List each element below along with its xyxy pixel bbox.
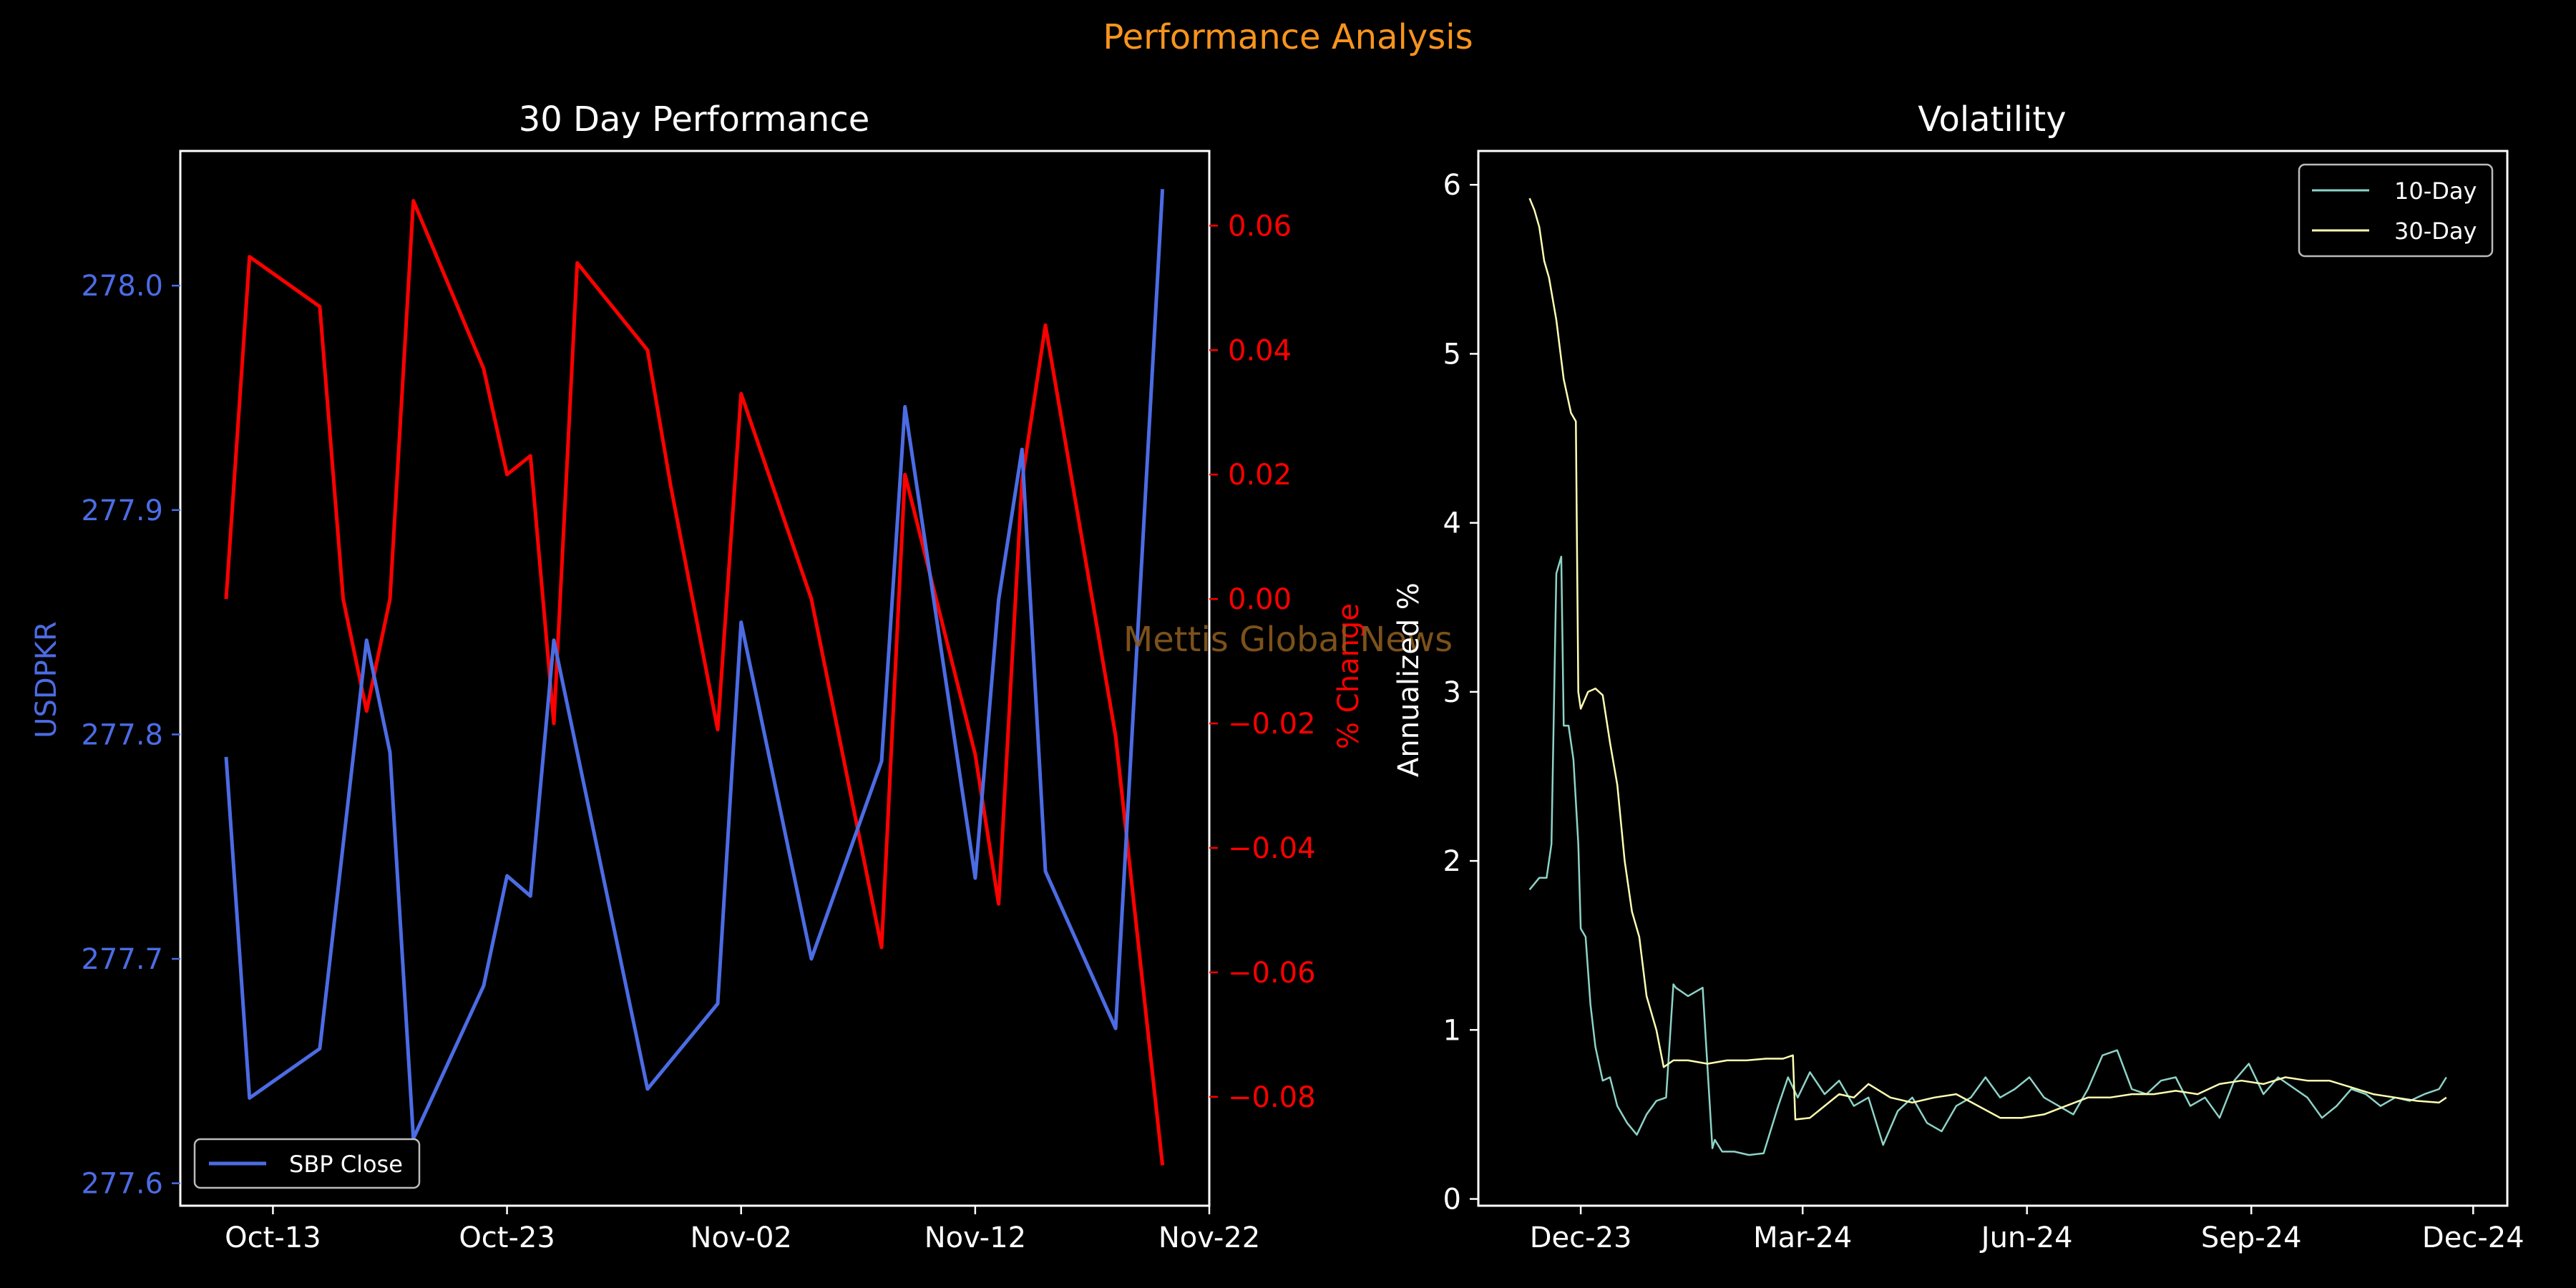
left-y-tick-label: 278.0 xyxy=(81,270,163,303)
x-tick-label: Nov-02 xyxy=(691,1221,792,1254)
vol-y-tick-label: 5 xyxy=(1443,338,1461,371)
series-line-30-day xyxy=(1528,197,2447,1121)
figure-suptitle: Performance Analysis xyxy=(1103,17,1473,57)
right-y-tick-label: 0.04 xyxy=(1228,334,1292,367)
right-legend-box xyxy=(2298,163,2494,258)
x-tick-label: Nov-12 xyxy=(924,1221,1026,1254)
x-tick-label: Oct-23 xyxy=(459,1221,555,1254)
vol-x-tick-label: Sep-24 xyxy=(2201,1221,2302,1254)
right-y-tick-label: −0.02 xyxy=(1228,708,1316,741)
vol-y-tick-label: 4 xyxy=(1443,507,1461,540)
vol-x-tick-label: Jun-24 xyxy=(1979,1221,2073,1254)
right-y-tick-label: 0.00 xyxy=(1228,583,1292,616)
right-y-tick-label: −0.08 xyxy=(1228,1081,1316,1114)
watermark: Mettis Global News xyxy=(1123,620,1453,660)
series-line-pct-change xyxy=(224,199,1165,1166)
vol-y-axis-label: Annualized % xyxy=(1392,582,1425,777)
x-tick-label: Nov-22 xyxy=(1158,1221,1260,1254)
right-y-tick-label: 0.06 xyxy=(1228,210,1292,243)
right-y-tick-label: −0.04 xyxy=(1228,832,1316,865)
right-chart: Volatility Dec-23 Mar-24 Jun-24 Sep-24 Dec-2… xyxy=(1392,99,2524,1254)
legend-label-30-day: 30-Day xyxy=(2394,218,2477,245)
vol-x-tick-label: Dec-23 xyxy=(1530,1221,1632,1254)
legend-label-10-day: 10-Day xyxy=(2394,177,2477,205)
vol-x-tick-label: Dec-24 xyxy=(2422,1221,2524,1254)
right-legend: 10-Day 30-Day xyxy=(2298,163,2494,258)
left-y-tick-label: 277.6 xyxy=(81,1168,163,1201)
vol-y-tick-label: 2 xyxy=(1443,845,1461,878)
left-legend-box xyxy=(193,1138,421,1189)
right-y-tick-label: 0.02 xyxy=(1228,459,1292,492)
right-plot-frame xyxy=(1477,150,2509,1207)
vol-y-tick-label: 1 xyxy=(1443,1014,1461,1047)
left-plot-frame xyxy=(179,150,1211,1207)
right-chart-title: Volatility xyxy=(1918,99,2066,140)
left-y-axis-label: USDPKR xyxy=(30,621,63,738)
x-tick-label: Oct-13 xyxy=(225,1221,321,1254)
series-line-sbp-close xyxy=(224,189,1165,1141)
vol-y-tick-label: 0 xyxy=(1443,1184,1461,1216)
vol-y-tick-label: 3 xyxy=(1443,676,1461,709)
left-y-tick-label: 277.9 xyxy=(81,494,163,527)
legend-label-sbp-close: SBP Close xyxy=(289,1151,403,1178)
left-chart-title: 30 Day Performance xyxy=(519,99,870,140)
left-chart: 30 Day Performance Oct-13 Oct-23 Nov-02 Nov… xyxy=(30,99,1365,1254)
left-legend: SBP Close xyxy=(193,1138,421,1189)
right-y-axis-label: % Change xyxy=(1332,603,1365,749)
left-y-tick-label: 277.7 xyxy=(81,943,163,976)
vol-x-tick-label: Mar-24 xyxy=(1753,1221,1852,1254)
vol-y-tick-label: 6 xyxy=(1443,169,1461,202)
left-y-tick-label: 277.8 xyxy=(81,718,163,751)
series-line-10-day xyxy=(1528,555,2447,1156)
right-y-tick-label: −0.06 xyxy=(1228,957,1316,990)
